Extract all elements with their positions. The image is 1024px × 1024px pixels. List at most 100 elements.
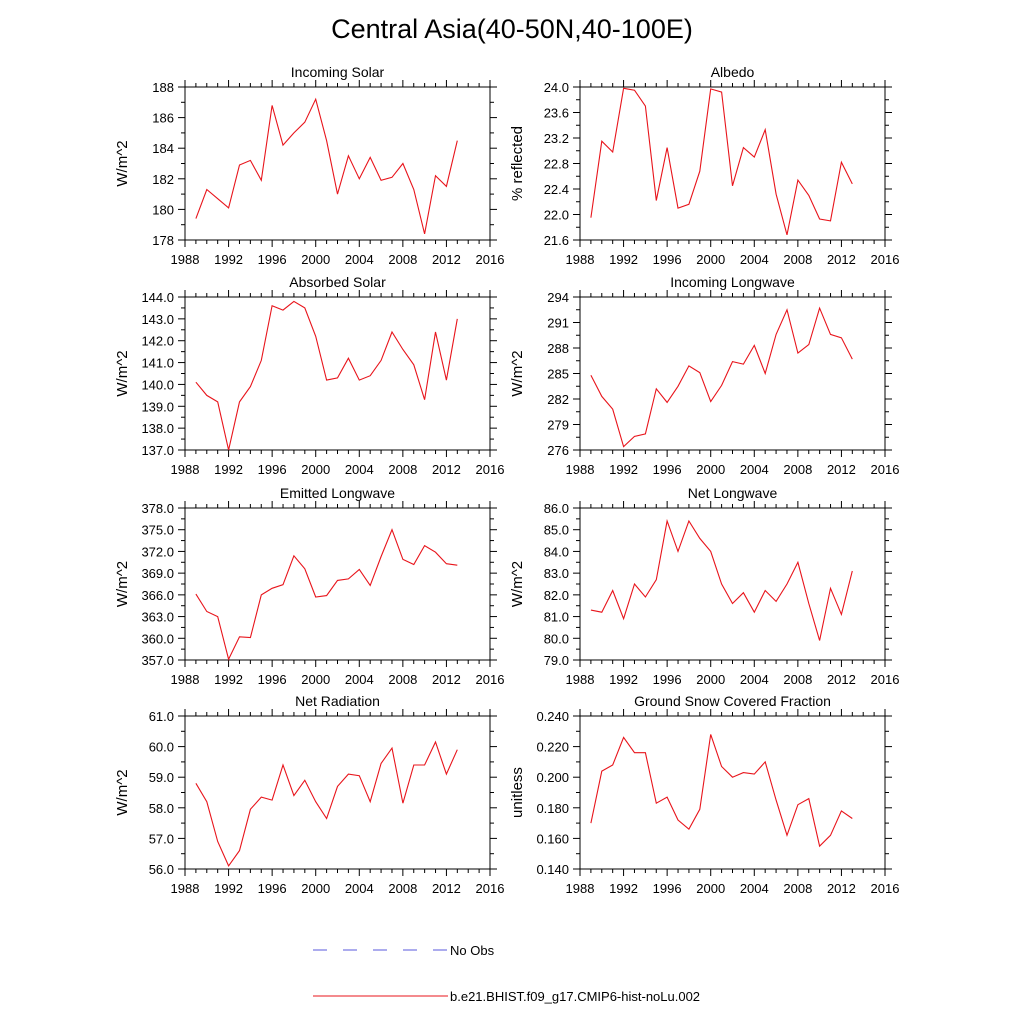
y-tick-label: 23.2 [544,131,569,146]
y-tick-label: 294 [547,290,569,305]
x-tick-label: 2008 [388,462,417,477]
x-tick-label: 2008 [783,881,812,896]
x-tick-label: 2004 [345,252,374,267]
legend: No Obs b.e21.BHIST.f09_g17.CMIP6-hist-noL… [313,943,700,1004]
x-tick-label: 2000 [301,881,330,896]
y-tick-label: 84.0 [544,544,569,559]
x-tick-label: 2008 [388,252,417,267]
x-tick-label: 2016 [871,252,900,267]
panel-title: Incoming Longwave [670,274,795,290]
panel-title: Net Longwave [688,485,778,501]
x-tick-label: 1992 [609,252,638,267]
x-tick-label: 2004 [345,881,374,896]
y-axis-label: unitless [509,767,526,818]
y-axis-label: W/m^2 [509,350,526,396]
x-tick-label: 2000 [696,672,725,687]
x-tick-label: 1992 [214,252,243,267]
x-tick-label: 2012 [432,672,461,687]
plot-frame [184,507,491,661]
y-tick-label: 140.0 [141,377,174,392]
chart-panel-6: 1988 1992 1996 2000 2004 2008 2012 2016 79.0 80.0… [509,485,899,687]
y-tick-label: 357.0 [141,653,174,668]
y-axis-label: W/m^2 [114,350,131,396]
series-line [590,518,853,641]
y-tick-label: 378.0 [141,501,174,516]
x-tick-label: 2008 [783,672,812,687]
x-tick-label: 1992 [609,462,638,477]
panel-title: Incoming Solar [291,64,385,80]
x-tick-label: 2012 [432,462,461,477]
y-tick-label: 363.0 [141,610,174,625]
panel-title: Emitted Longwave [280,485,395,501]
y-tick-label: 372.0 [141,544,174,559]
x-tick-label: 2004 [740,881,769,896]
y-tick-label: 21.6 [544,233,569,248]
x-tick-label: 2016 [476,462,505,477]
y-tick-label: 139.0 [141,399,174,414]
x-tick-label: 2012 [432,252,461,267]
y-axis-label: W/m^2 [114,561,131,607]
y-tick-label: 184 [152,141,174,156]
y-tick-label: 276 [547,443,569,458]
x-tick-label: 1992 [609,672,638,687]
y-tick-label: 23.6 [544,106,569,121]
figure-title: Central Asia(40-50N,40-100E) [331,14,693,44]
x-tick-label: 1996 [653,462,682,477]
panel-title: Net Radiation [295,693,380,709]
x-tick-label: 1996 [258,881,287,896]
x-tick-label: 1996 [258,462,287,477]
y-tick-label: 0.240 [536,709,569,724]
y-tick-label: 22.0 [544,208,569,223]
plot-frame [579,715,886,870]
y-tick-label: 143.0 [141,312,174,327]
y-tick-label: 144.0 [141,290,174,305]
x-tick-label: 1988 [566,462,595,477]
y-tick-label: 24.0 [544,80,569,95]
y-tick-label: 186 [152,111,174,126]
x-tick-label: 2016 [476,252,505,267]
y-tick-label: 0.140 [536,862,569,877]
y-tick-label: 83.0 [544,566,569,581]
series-line [195,97,458,235]
x-tick-label: 1992 [214,462,243,477]
y-tick-label: 79.0 [544,653,569,668]
x-tick-label: 1996 [653,672,682,687]
x-tick-label: 2008 [388,672,417,687]
x-tick-label: 2000 [301,672,330,687]
x-tick-label: 2012 [827,672,856,687]
series-line [195,528,458,661]
x-tick-label: 1988 [171,462,200,477]
y-tick-label: 188 [152,80,174,95]
y-tick-label: 22.4 [544,182,569,197]
x-tick-label: 2000 [301,462,330,477]
x-tick-label: 1988 [171,881,200,896]
y-tick-label: 60.0 [149,740,174,755]
x-tick-label: 1988 [566,252,595,267]
y-tick-label: 282 [547,392,569,407]
x-tick-label: 2008 [783,252,812,267]
series-line [590,87,853,236]
x-tick-label: 2004 [345,672,374,687]
x-tick-label: 2016 [871,462,900,477]
x-tick-label: 1996 [653,881,682,896]
x-tick-label: 1996 [653,252,682,267]
x-tick-label: 2004 [740,252,769,267]
x-tick-label: 1996 [258,672,287,687]
x-tick-label: 2000 [696,881,725,896]
series-line [195,740,458,868]
plot-frame [184,296,491,451]
panel-title: Ground Snow Covered Fraction [634,693,831,709]
y-tick-label: 56.0 [149,862,174,877]
x-tick-label: 1996 [258,252,287,267]
x-tick-label: 1992 [214,672,243,687]
legend-obs-label: No Obs [450,943,495,958]
y-tick-label: 141.0 [141,356,174,371]
panel-title: Albedo [711,64,755,80]
y-tick-label: 22.8 [544,157,569,172]
panel-title: Absorbed Solar [289,274,386,290]
x-tick-label: 2012 [827,252,856,267]
y-tick-label: 0.200 [536,770,569,785]
chart-panel-5: 1988 1992 1996 2000 2004 2008 2012 2016 357.0 360… [114,485,504,687]
y-axis-label: W/m^2 [114,769,131,815]
x-tick-label: 2016 [871,672,900,687]
